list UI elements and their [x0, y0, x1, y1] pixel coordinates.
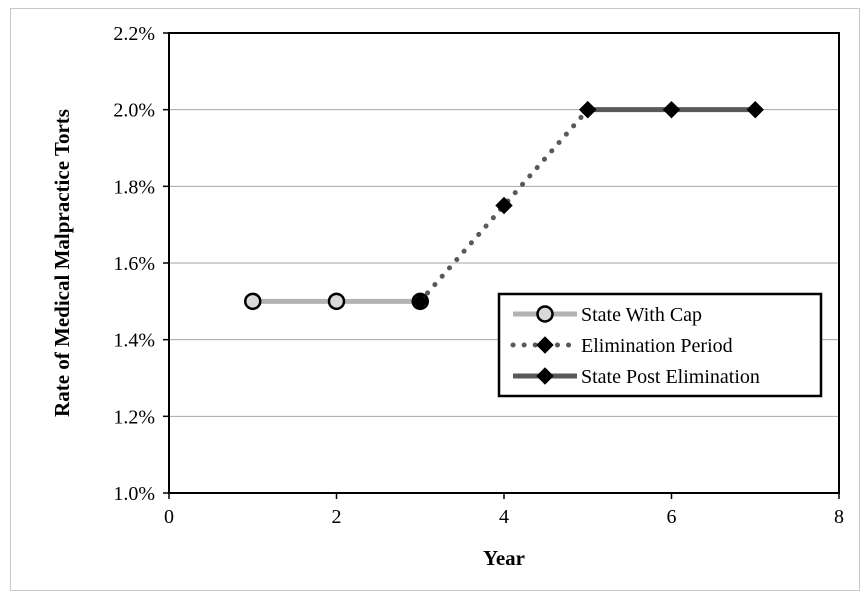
x-tick-label: 2: [332, 506, 342, 528]
data-point-3: [746, 100, 764, 119]
y-tick-label: 1.2%: [113, 406, 155, 428]
legend-label: State Post Elimination: [581, 366, 760, 388]
legend-marker: [536, 305, 554, 323]
legend: State With Cap Elimination Period State Po…: [497, 292, 823, 398]
plot-area-border: [168, 32, 840, 494]
grid-layer: [163, 32, 840, 499]
legend-marker: [536, 336, 554, 354]
data-point-1: [244, 292, 262, 311]
x-tick-labels: 0 2 4 6 8: [164, 506, 844, 528]
series-layer: [244, 100, 764, 311]
y-tick-label: 1.8%: [113, 176, 155, 198]
y-tick-label: 2.0%: [113, 100, 155, 122]
y-tick-label: 1.4%: [113, 330, 155, 352]
x-tick-label: 0: [164, 506, 174, 528]
x-tick-label: 4: [499, 506, 509, 528]
legend-label: State With Cap: [581, 304, 702, 326]
x-axis-title: Year: [483, 546, 525, 570]
x-tick-label: 8: [834, 506, 844, 528]
y-tick-label: 1.0%: [113, 483, 155, 505]
series-line-2: [417, 107, 591, 304]
y-tick-label: 1.6%: [113, 253, 155, 275]
data-point-2: [411, 292, 429, 311]
data-point-3: [662, 100, 681, 119]
x-tick-label: 6: [667, 506, 677, 528]
y-axis-title: Rate of Medical Malpractice Torts: [50, 109, 74, 417]
y-tick-label: 2.2%: [113, 23, 155, 45]
data-point-2: [495, 196, 513, 215]
data-point-1: [327, 292, 346, 311]
legend-marker: [536, 367, 554, 385]
y-tick-labels: 1.0% 1.2% 1.4% 1.6% 1.8% 2.0% 2.2%: [113, 23, 155, 505]
legend-label: Elimination Period: [581, 335, 733, 357]
data-point-3: [579, 100, 597, 119]
